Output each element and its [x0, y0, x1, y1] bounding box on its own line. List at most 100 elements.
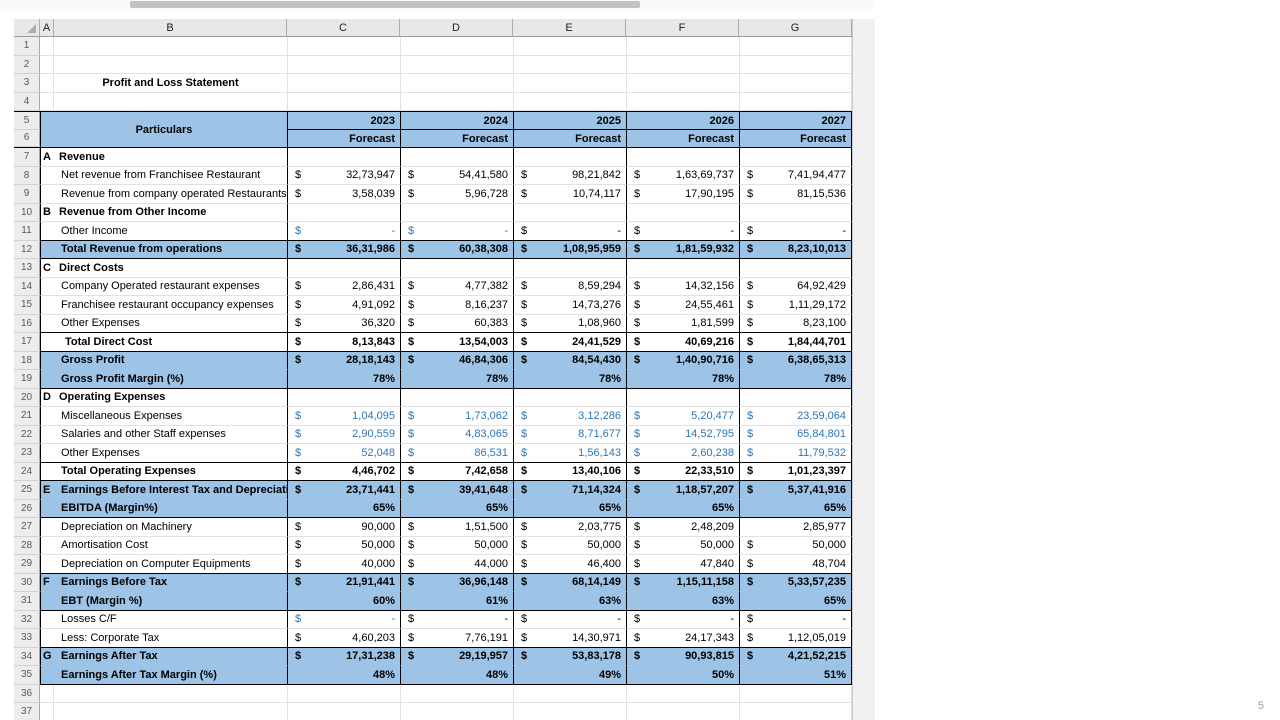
- row-header-10[interactable]: 10: [14, 203, 40, 222]
- cell-C8[interactable]: $32,73,947: [287, 166, 400, 185]
- row-header-4[interactable]: 4: [14, 92, 40, 111]
- cell-B11[interactable]: Other Income: [40, 222, 287, 241]
- forecast-header-cell[interactable]: Forecast: [800, 132, 846, 145]
- cell-E27[interactable]: $2,03,775: [513, 518, 626, 537]
- cell-E13[interactable]: [513, 259, 626, 278]
- cell-C34[interactable]: $17,31,238: [287, 647, 400, 666]
- cell-G37[interactable]: [739, 703, 852, 720]
- row-header-29[interactable]: 29: [14, 555, 40, 574]
- cell-F3[interactable]: [626, 74, 739, 93]
- cell-B2[interactable]: [54, 55, 287, 74]
- row-header-27[interactable]: 27: [14, 518, 40, 537]
- cell-B25[interactable]: E Earnings Before Interest Tax and Deprec…: [40, 481, 287, 500]
- cell-F37[interactable]: [626, 703, 739, 720]
- cell-C31[interactable]: 60%: [287, 592, 400, 611]
- row-header-5[interactable]: 5: [14, 112, 40, 130]
- cell-C7[interactable]: [287, 148, 400, 167]
- cell-F22[interactable]: $14,52,795: [626, 425, 739, 444]
- cell-D26[interactable]: 65%: [400, 499, 513, 518]
- cell-G18[interactable]: $6,38,65,313: [739, 351, 852, 370]
- cell-G23[interactable]: $11,79,532: [739, 444, 852, 463]
- year-header-cell[interactable]: 2024: [401, 112, 513, 130]
- cell-E26[interactable]: 65%: [513, 499, 626, 518]
- cell-D24[interactable]: $7,42,658: [400, 462, 513, 481]
- cell-B27[interactable]: Depreciation on Machinery: [40, 518, 287, 537]
- cell-E2[interactable]: [513, 55, 626, 74]
- cell-C12[interactable]: $36,31,986: [287, 240, 400, 259]
- row-header-2[interactable]: 2: [14, 55, 40, 74]
- cell-E17[interactable]: $24,41,529: [513, 333, 626, 352]
- cell-C37[interactable]: [287, 703, 400, 720]
- cell-F26[interactable]: 65%: [626, 499, 739, 518]
- cell-C20[interactable]: [287, 388, 400, 407]
- cell-B22[interactable]: Salaries and other Staff expenses: [40, 425, 287, 444]
- cell-D9[interactable]: $5,96,728: [400, 185, 513, 204]
- cell-G17[interactable]: $1,84,44,701: [739, 333, 852, 352]
- cell-B15[interactable]: Franchisee restaurant occupancy expenses: [40, 296, 287, 315]
- horizontal-scrollbar[interactable]: [0, 0, 875, 9]
- cell-B33[interactable]: Less: Corporate Tax: [40, 629, 287, 648]
- cell-E28[interactable]: $50,000: [513, 536, 626, 555]
- row-header-9[interactable]: 9: [14, 185, 40, 204]
- cell-F9[interactable]: $17,90,195: [626, 185, 739, 204]
- cell-G14[interactable]: $64,92,429: [739, 277, 852, 296]
- cell-F27[interactable]: $2,48,209: [626, 518, 739, 537]
- cell-D23[interactable]: $86,531: [400, 444, 513, 463]
- cell-B23[interactable]: Other Expenses: [40, 444, 287, 463]
- cell-E15[interactable]: $14,73,276: [513, 296, 626, 315]
- cell-B3[interactable]: Profit and Loss Statement: [54, 74, 287, 93]
- cell-E18[interactable]: $84,54,430: [513, 351, 626, 370]
- cell-B32[interactable]: Losses C/F: [40, 610, 287, 629]
- cell-E36[interactable]: [513, 684, 626, 703]
- cell-D1[interactable]: [400, 37, 513, 56]
- cell-E35[interactable]: 49%: [513, 666, 626, 685]
- cell-A36[interactable]: [40, 684, 54, 703]
- row-header-35[interactable]: 35: [14, 666, 40, 685]
- cell-C33[interactable]: $4,60,203: [287, 629, 400, 648]
- cell-F32[interactable]: $ -: [626, 610, 739, 629]
- cell-G7[interactable]: [739, 148, 852, 167]
- cell-F21[interactable]: $5,20,477: [626, 407, 739, 426]
- row-header-32[interactable]: 32: [14, 610, 40, 629]
- cell-C4[interactable]: [287, 92, 400, 111]
- cell-E10[interactable]: [513, 203, 626, 222]
- cell-D28[interactable]: $50,000: [400, 536, 513, 555]
- cell-E37[interactable]: [513, 703, 626, 720]
- cell-G2[interactable]: [739, 55, 852, 74]
- cell-D32[interactable]: $ -: [400, 610, 513, 629]
- row-header-26[interactable]: 26: [14, 499, 40, 518]
- cell-A1[interactable]: [40, 37, 54, 56]
- forecast-header-cell[interactable]: Forecast: [575, 132, 621, 145]
- horizontal-scrollbar-thumb[interactable]: [130, 1, 640, 8]
- cell-G36[interactable]: [739, 684, 852, 703]
- row-header-20[interactable]: 20: [14, 388, 40, 407]
- cell-D33[interactable]: $7,76,191: [400, 629, 513, 648]
- cell-F28[interactable]: $50,000: [626, 536, 739, 555]
- select-all-corner[interactable]: [14, 19, 40, 37]
- cell-G27[interactable]: 2,85,977: [739, 518, 852, 537]
- cell-E14[interactable]: $8,59,294: [513, 277, 626, 296]
- cell-C23[interactable]: $52,048: [287, 444, 400, 463]
- cell-D36[interactable]: [400, 684, 513, 703]
- row-header-17[interactable]: 17: [14, 333, 40, 352]
- cell-F8[interactable]: $1,63,69,737: [626, 166, 739, 185]
- cell-C28[interactable]: $50,000: [287, 536, 400, 555]
- row-header-36[interactable]: 36: [14, 684, 40, 703]
- cell-E32[interactable]: $ -: [513, 610, 626, 629]
- cell-G11[interactable]: $ -: [739, 222, 852, 241]
- cell-B31[interactable]: EBT (Margin %): [40, 592, 287, 611]
- row-header-16[interactable]: 16: [14, 314, 40, 333]
- cell-C3[interactable]: [287, 74, 400, 93]
- row-header-23[interactable]: 23: [14, 444, 40, 463]
- cell-D12[interactable]: $60,38,308: [400, 240, 513, 259]
- cell-A37[interactable]: [40, 703, 54, 720]
- cell-D14[interactable]: $4,77,382: [400, 277, 513, 296]
- cell-B9[interactable]: Revenue from company operated Restaurant…: [40, 185, 287, 204]
- cell-E7[interactable]: [513, 148, 626, 167]
- cell-F15[interactable]: $24,55,461: [626, 296, 739, 315]
- cell-G13[interactable]: [739, 259, 852, 278]
- cell-G10[interactable]: [739, 203, 852, 222]
- cell-F31[interactable]: 63%: [626, 592, 739, 611]
- cell-G8[interactable]: $7,41,94,477: [739, 166, 852, 185]
- cell-D16[interactable]: $60,383: [400, 314, 513, 333]
